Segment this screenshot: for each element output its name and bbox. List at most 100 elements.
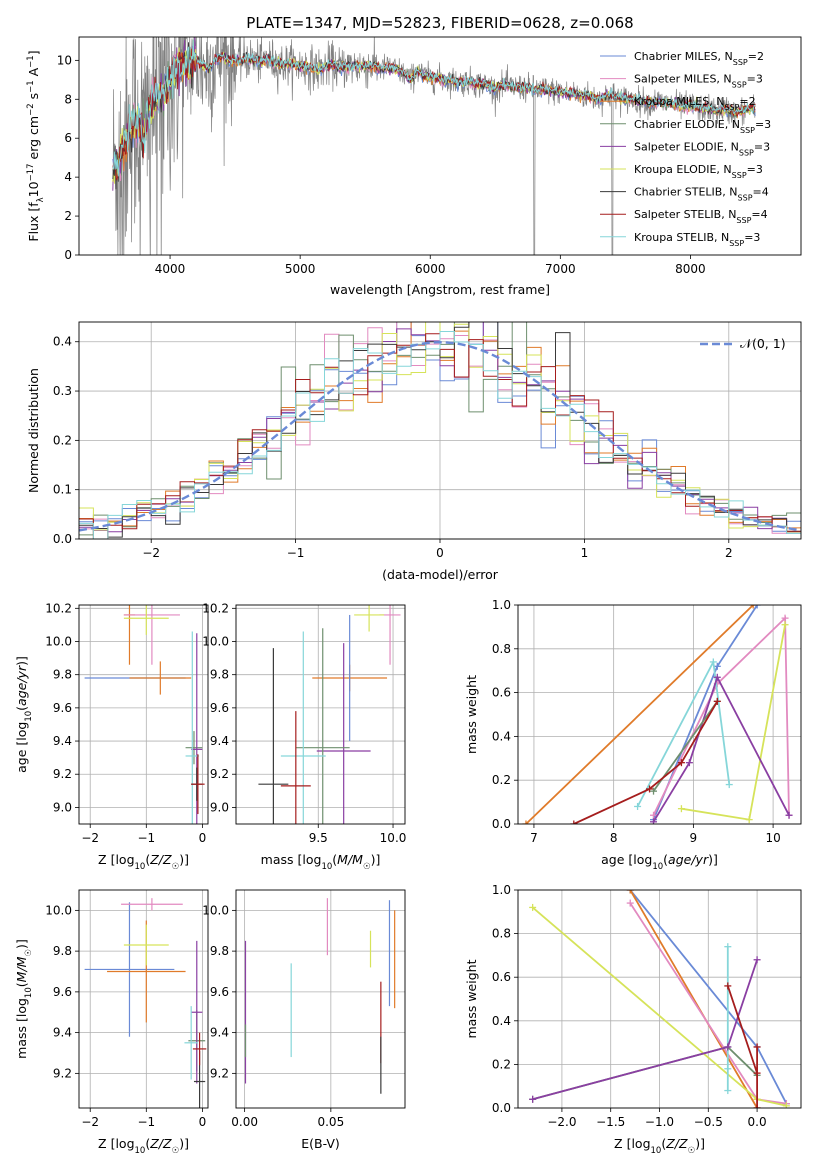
legend-entry: Kroupa MILES, NSSP=2 <box>634 95 756 112</box>
y-tick-label: 9.2 <box>53 1066 72 1080</box>
weight-series-7 <box>726 985 758 1108</box>
y-tick-label: 9.4 <box>53 1026 72 1040</box>
y-tick-label: 9.0 <box>53 800 72 814</box>
legend-entry: 𝒩(0, 1) <box>740 336 786 351</box>
x-axis-label: wavelength [Angstrom, rest frame] <box>330 282 550 297</box>
y-tick-label: 0.4 <box>492 729 511 743</box>
axes-frame <box>78 36 802 256</box>
spectrum-legend: Chabrier MILES, NSSP=2 Salpeter MILES, NS… <box>600 50 771 247</box>
axes-frame <box>517 889 802 1109</box>
y-tick-label: 2 <box>64 209 72 223</box>
legend-entry: Chabrier MILES, NSSP=2 <box>634 50 764 67</box>
x-tick-label: 9 <box>690 831 698 845</box>
x-axis-label: Z [log10(Z/Z☉)] <box>614 1136 705 1156</box>
y-tick-label: 0.1 <box>53 483 72 497</box>
x-tick-label: 1 <box>581 546 589 560</box>
y-tick-label: 9.2 <box>210 1066 229 1080</box>
y-axis-label: Flux [fλ10−17 erg cm−2 s−1 A−1] <box>26 50 46 241</box>
y-tick-label: 0.8 <box>492 927 511 941</box>
y-tick-label: 9.6 <box>210 985 229 999</box>
legend-entry: Salpeter ELODIE, NSSP=3 <box>634 140 770 157</box>
y-tick-label: 10.0 <box>45 903 72 917</box>
x-axis-label: Z [log10(Z/Z☉)] <box>98 1136 189 1156</box>
y-tick-label: 0.4 <box>492 1014 511 1028</box>
x-axis-label: E(B-V) <box>301 1136 340 1151</box>
y-tick-label: 10.2 <box>202 601 229 615</box>
x-axis-label: mass [log10(M/M☉)] <box>261 852 381 872</box>
y-tick-label: 9.4 <box>53 734 72 748</box>
weight-series-6 <box>532 959 758 1101</box>
x-tick-label: −1 <box>287 546 305 560</box>
x-tick-label: 0 <box>436 546 444 560</box>
x-tick-label: 0 <box>199 1115 207 1129</box>
y-tick-label: 10.0 <box>202 903 229 917</box>
legend-entry: Salpeter STELIB, NSSP=4 <box>634 208 768 225</box>
y-tick-label: 9.8 <box>53 668 72 682</box>
y-tick-label: 9.2 <box>53 767 72 781</box>
mass-vs-Z-panel: −2 −1 0 9.2 9.4 9.6 9.8 10.0 Z [log10(Z/Z☉)] mass… <box>14 889 209 1156</box>
residual-histogram-5 <box>79 322 801 533</box>
weight-series-3 <box>681 624 786 821</box>
y-tick-label: 9.6 <box>53 985 72 999</box>
y-tick-label: 9.6 <box>53 701 72 715</box>
y-tick-label: 9.4 <box>210 734 229 748</box>
x-tick-label: −0.5 <box>694 1115 723 1129</box>
y-axis-label: mass weight <box>464 959 479 1038</box>
figure-title: PLATE=1347, MJD=52823, FIBERID=0628, z=0… <box>246 14 633 32</box>
residuals-panel: −2 −1 0 1 2 0.0 0.1 0.2 0.3 0.4 (data-model)/error… <box>26 321 802 582</box>
y-axis-label: mass [log10(M/M☉)] <box>14 939 34 1059</box>
x-tick-label: 0.00 <box>231 1115 258 1129</box>
axes-frame <box>235 604 406 825</box>
legend-entry: Kroupa ELODIE, NSSP=3 <box>634 163 763 180</box>
x-tick-label: 9.5 <box>309 831 328 845</box>
x-tick-label: 8 <box>610 831 618 845</box>
x-tick-label: 4000 <box>155 262 186 276</box>
y-tick-label: 0.2 <box>492 1057 511 1071</box>
y-tick-label: 0.6 <box>492 970 511 984</box>
y-tick-label: 0.2 <box>492 773 511 787</box>
y-tick-label: 9.4 <box>210 1026 229 1040</box>
axes-frame <box>235 889 406 1109</box>
x-tick-label: 0 <box>199 831 207 845</box>
axes-frame <box>78 889 209 1109</box>
y-tick-label: 0.0 <box>53 532 72 546</box>
weight-series-1 <box>525 605 754 824</box>
y-tick-label: 10.0 <box>202 635 229 649</box>
spectrum-panel: 4000 5000 6000 7000 8000 0 2 4 6 8 10 wavelength [A… <box>26 36 802 297</box>
x-tick-label: −2 <box>142 546 160 560</box>
x-tick-label: 7 <box>530 831 538 845</box>
x-axis-label: age [log10(age/yr)] <box>601 852 718 872</box>
weight-series-2 <box>652 616 790 816</box>
axes-frame <box>78 321 802 540</box>
x-tick-label: −2 <box>81 1115 99 1129</box>
y-tick-label: 8 <box>64 92 72 106</box>
y-tick-label: 9.8 <box>210 668 229 682</box>
y-axis-label: mass weight <box>464 675 479 754</box>
mass-vs-ebv-panel: 0.00 0.05 9.2 9.4 9.6 9.8 10.0 E(B-V) <box>202 889 406 1151</box>
age-vs-mass-panel: 9.5 10.0 9.0 9.2 9.4 9.6 9.8 10.0 10.2 mass [log1… <box>202 601 406 872</box>
x-tick-label: 8000 <box>675 262 706 276</box>
legend-entry: Chabrier STELIB, NSSP=4 <box>634 186 769 203</box>
weight-series-5 <box>532 1045 758 1101</box>
y-tick-label: 9.2 <box>210 767 229 781</box>
axes-frame <box>517 604 802 825</box>
x-tick-label: −1.0 <box>645 1115 674 1129</box>
y-tick-label: 1.0 <box>492 598 511 612</box>
x-tick-label: 0.05 <box>317 1115 344 1129</box>
axes-frame <box>78 604 209 825</box>
x-tick-label: 7000 <box>545 262 576 276</box>
y-tick-label: 9.8 <box>210 944 229 958</box>
legend-entry: Kroupa STELIB, NSSP=3 <box>634 231 760 248</box>
y-tick-label: 10.2 <box>45 601 72 615</box>
x-tick-label: −2 <box>81 831 99 845</box>
y-axis-label: age [log10(age/yr)] <box>14 656 34 773</box>
x-tick-label: −1 <box>137 831 155 845</box>
residual-histogram-0 <box>79 322 801 532</box>
weight-vs-age-panel: 7 8 9 10 0.0 0.2 0.4 0.6 0.8 1.0 age [log10(age/yr… <box>464 598 802 872</box>
x-tick-label: 6000 <box>415 262 446 276</box>
y-tick-label: 0.0 <box>492 1101 511 1115</box>
y-tick-label: 0.0 <box>492 817 511 831</box>
y-tick-label: 6 <box>64 131 72 145</box>
weight-series-7 <box>573 700 719 824</box>
